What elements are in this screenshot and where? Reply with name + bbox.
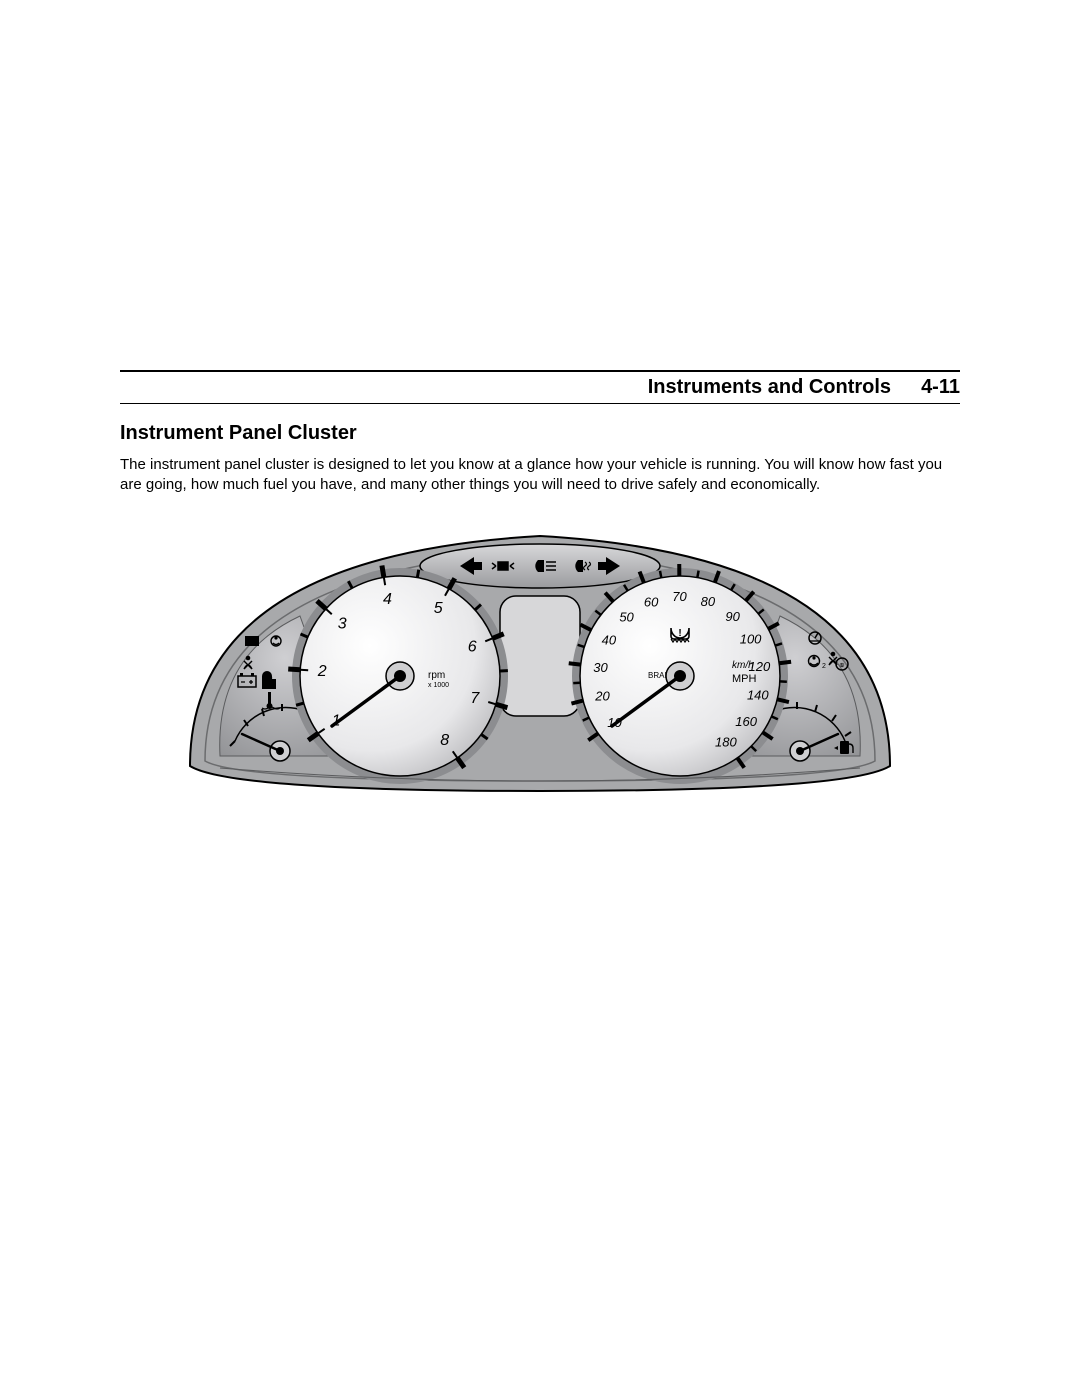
speedo-numeral: 60 bbox=[644, 594, 659, 609]
speedo-numeral: 140 bbox=[747, 687, 769, 702]
svg-text:!: ! bbox=[678, 628, 681, 639]
page-content: Instruments and Controls 4-11 Instrument… bbox=[120, 370, 960, 796]
chapter-title: Instruments and Controls bbox=[648, 376, 891, 399]
section-paragraph: The instrument panel cluster is designed… bbox=[120, 455, 960, 496]
speedo-numeral: 100 bbox=[740, 631, 762, 646]
section-heading: Instrument Panel Cluster bbox=[120, 422, 960, 445]
svg-text:2: 2 bbox=[822, 663, 826, 670]
speedo-mph-label: MPH bbox=[732, 673, 757, 685]
speedo-numeral: 160 bbox=[735, 714, 757, 729]
speedo-numeral: 90 bbox=[725, 608, 740, 623]
running-header: Instruments and Controls 4-11 bbox=[120, 376, 960, 403]
tach-numeral: 7 bbox=[470, 690, 480, 707]
speedo-kmh-label: km/h bbox=[732, 660, 754, 671]
tach-numeral: 5 bbox=[434, 599, 443, 616]
header-rule-bottom bbox=[120, 403, 960, 404]
cluster-svg: 2 ① bbox=[150, 516, 930, 796]
speedo-numeral: 80 bbox=[701, 594, 716, 609]
speedo-numeral: 50 bbox=[619, 609, 634, 624]
speedo-numeral: 20 bbox=[594, 688, 610, 703]
speedo-numeral: 40 bbox=[602, 632, 617, 647]
header-rule-top bbox=[120, 370, 960, 372]
page-number: 4-11 bbox=[921, 376, 960, 399]
tach-numeral: 2 bbox=[317, 663, 327, 680]
speedo-numeral: 180 bbox=[715, 734, 737, 749]
speedo-numeral: 70 bbox=[672, 589, 687, 604]
tach-label-rpm: rpm bbox=[428, 670, 445, 681]
tach-numeral: 6 bbox=[468, 638, 477, 655]
tach-numeral: 4 bbox=[383, 591, 392, 608]
tach-label-x1000: x 1000 bbox=[428, 682, 449, 689]
tach-numeral: 8 bbox=[440, 731, 449, 748]
center-info-display bbox=[500, 596, 580, 716]
tach-numeral: 3 bbox=[338, 615, 347, 632]
instrument-cluster-figure: 2 ① bbox=[150, 516, 930, 796]
speedo-numeral: 30 bbox=[593, 659, 608, 674]
